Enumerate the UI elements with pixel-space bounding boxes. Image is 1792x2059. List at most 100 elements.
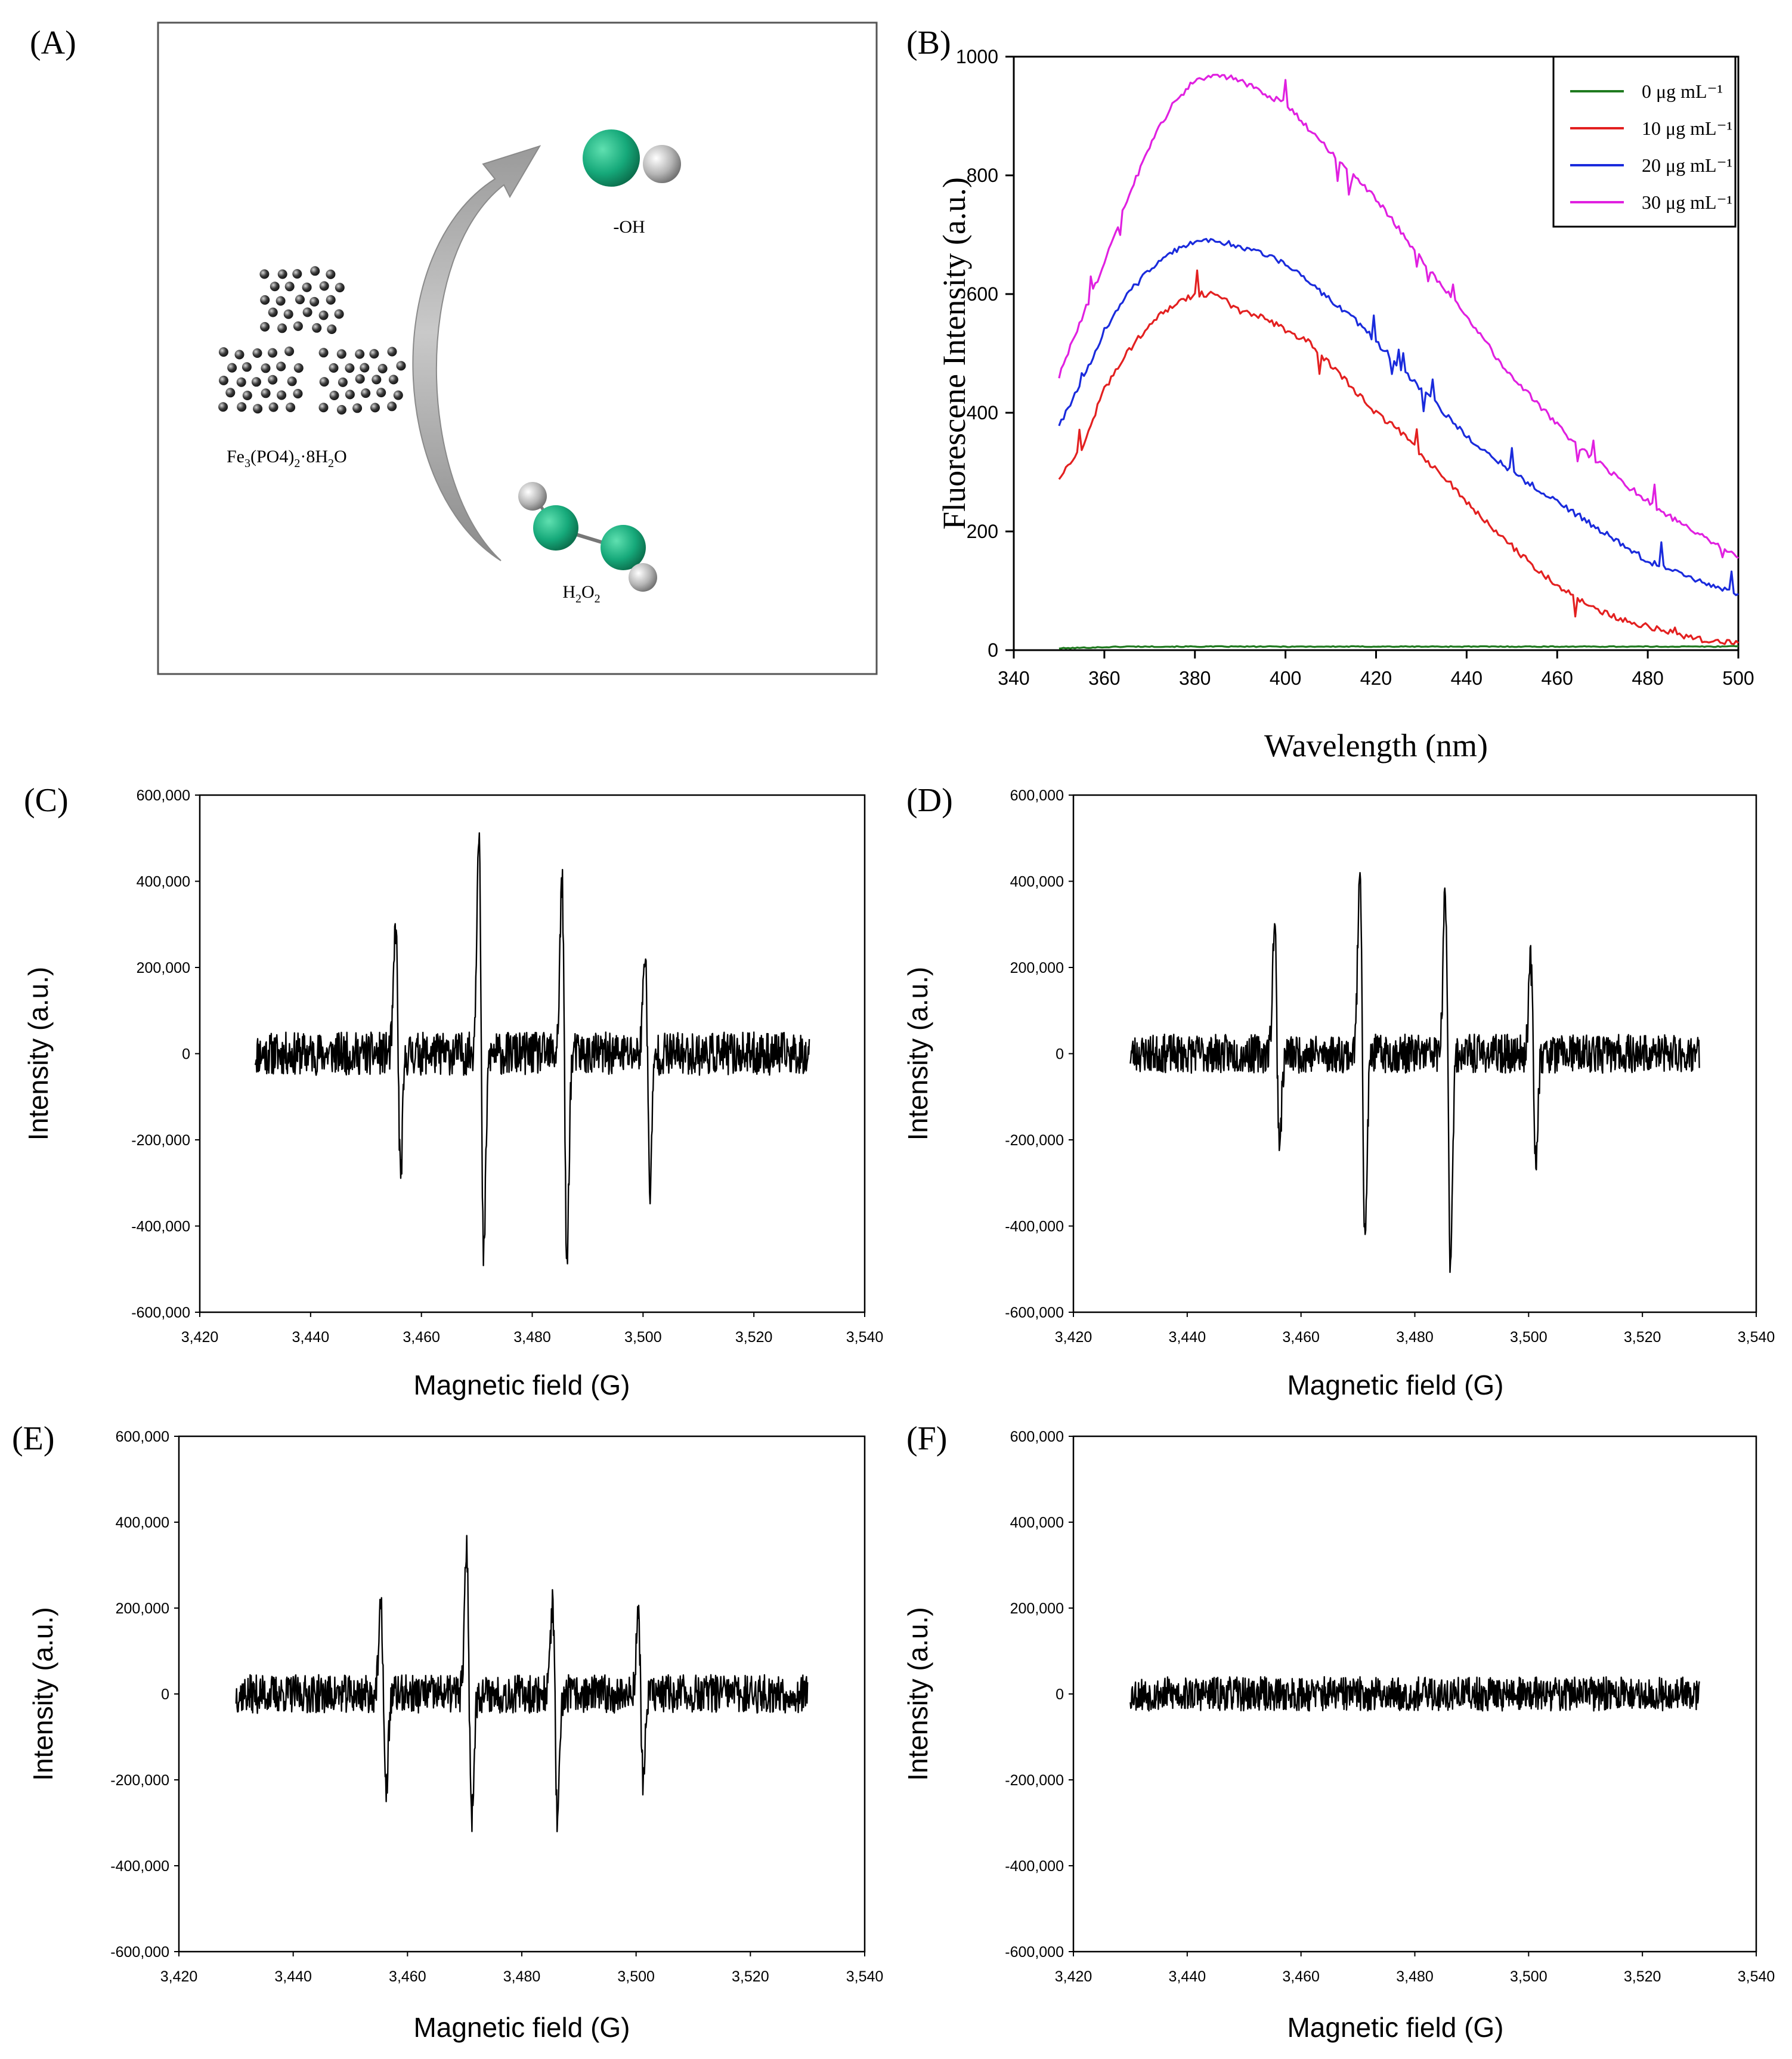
y-tick-label: -400,000: [110, 1858, 169, 1875]
particle: [312, 323, 322, 333]
y-tick-label: -200,000: [131, 1132, 190, 1149]
y-axis-label: Intensity (a.u.): [902, 1607, 933, 1780]
y-tick-label: 400,000: [137, 874, 190, 891]
particle: [369, 349, 379, 359]
particle-clusters: [218, 266, 406, 415]
schematic-frame: [157, 21, 878, 675]
esr-signal-line: [235, 1535, 809, 1832]
x-tick-label: 3,540: [1738, 1968, 1775, 1985]
particle: [293, 321, 303, 331]
particle: [319, 281, 329, 291]
y-tick-label: 600,000: [116, 1429, 169, 1445]
x-tick-label: 3,440: [274, 1968, 312, 1985]
particle: [284, 282, 295, 292]
particle: [293, 389, 303, 398]
y-tick-label: 200: [967, 521, 998, 542]
particle: [376, 388, 386, 398]
particle: [277, 323, 287, 333]
particle: [225, 388, 236, 398]
x-tick-label: 3,440: [1169, 1329, 1206, 1346]
x-tick-label: 360: [1088, 667, 1120, 689]
particle: [260, 321, 270, 332]
x-tick-label: 420: [1360, 667, 1392, 689]
legend-box: [1552, 55, 1737, 228]
x-tick-label: 3,500: [617, 1968, 655, 1985]
x-tick-label: 3,500: [1510, 1968, 1548, 1985]
x-tick-label: 3,480: [513, 1329, 551, 1346]
particle: [268, 402, 278, 412]
panel-label-c: (C): [24, 782, 69, 819]
esr-signal-line: [1129, 871, 1700, 1273]
x-tick-label: 3,420: [160, 1968, 198, 1985]
y-tick-label: -200,000: [1005, 1132, 1064, 1149]
x-axis-label: Wavelength (nm): [1264, 728, 1488, 763]
y-tick-label: -400,000: [131, 1219, 190, 1235]
particle: [227, 363, 237, 373]
product-label: -OH: [613, 217, 645, 237]
particle: [276, 361, 286, 372]
x-tick-label: 480: [1632, 667, 1663, 689]
y-tick-label: -200,000: [1005, 1772, 1064, 1789]
y-tick-label: 200,000: [1010, 960, 1064, 976]
particle: [329, 363, 339, 373]
particle: [310, 296, 320, 307]
y-tick-label: 800: [967, 165, 998, 186]
x-axis-label: Magnetic field (G): [413, 2012, 630, 2043]
y-tick-label: -400,000: [1005, 1219, 1064, 1235]
particle: [345, 363, 355, 373]
y-tick-label: -400,000: [1005, 1858, 1064, 1875]
particle: [277, 269, 287, 279]
series-line: [1058, 237, 1739, 596]
x-axis-label: Magnetic field (G): [1287, 2012, 1503, 2043]
panel-label-b: (B): [906, 24, 951, 61]
legend-label: 0 μg mL⁻¹: [1642, 81, 1723, 102]
particle: [276, 296, 286, 306]
x-tick-label: 3,460: [389, 1968, 426, 1985]
particle: [372, 375, 382, 385]
x-tick-label: 3,480: [1396, 1329, 1434, 1346]
y-tick-label: 600,000: [1010, 787, 1064, 804]
x-tick-label: 380: [1179, 667, 1211, 689]
particle: [326, 295, 336, 305]
panel-label-d: (D): [906, 782, 953, 819]
chart-fluorescence: 340 360 380 400 420 440 460 480 500 0 200 400 600 800…: [936, 46, 1754, 763]
particle: [335, 283, 345, 293]
y-tick-label: 200,000: [137, 960, 190, 976]
y-tick-label: 200,000: [116, 1600, 169, 1617]
particle: [260, 295, 270, 305]
legend-label: 20 μg mL⁻¹: [1642, 154, 1732, 176]
particle: [268, 348, 277, 358]
x-tick-label: 460: [1542, 667, 1573, 689]
oxygen-atom: [533, 505, 578, 551]
esr-signal-line: [254, 832, 810, 1266]
schematic-panel: Fe3(PO4)2·8H2O -OH H2O2: [157, 21, 878, 675]
x-tick-label: 3,460: [403, 1329, 440, 1346]
particle: [252, 348, 262, 358]
x-tick-label: 3,480: [503, 1968, 541, 1985]
x-tick-label: 3,520: [732, 1968, 769, 1985]
x-tick-label: 3,480: [1396, 1968, 1434, 1985]
particle: [387, 347, 397, 357]
y-tick-label: -200,000: [110, 1772, 169, 1789]
particle: [234, 350, 244, 360]
esr-signal-line: [1129, 1675, 1700, 1712]
x-tick-label: 340: [998, 667, 1029, 689]
chart-esr-e: 3,420 3,440 3,460 3,480 3,500 3,520 3,540 -600,…: [27, 1429, 883, 2043]
particle: [318, 403, 329, 413]
y-tick-label: 0: [1056, 1046, 1064, 1063]
particle: [293, 363, 304, 373]
y-tick-label: 0: [182, 1046, 190, 1063]
particle: [336, 405, 346, 415]
particle: [253, 404, 263, 414]
x-tick-label: 3,520: [1624, 1968, 1661, 1985]
peroxide-molecule: [518, 482, 657, 592]
particle: [310, 266, 320, 276]
particle: [327, 324, 337, 334]
x-tick-label: 500: [1722, 667, 1754, 689]
y-tick-label: 400,000: [1010, 874, 1064, 891]
particle: [251, 377, 261, 387]
chart-esr-d: 3,420 3,440 3,460 3,480 3,500 3,520 3,540 -600,…: [902, 787, 1775, 1401]
particle: [318, 348, 329, 358]
particle: [219, 375, 228, 385]
x-tick-label: 3,440: [292, 1329, 330, 1346]
